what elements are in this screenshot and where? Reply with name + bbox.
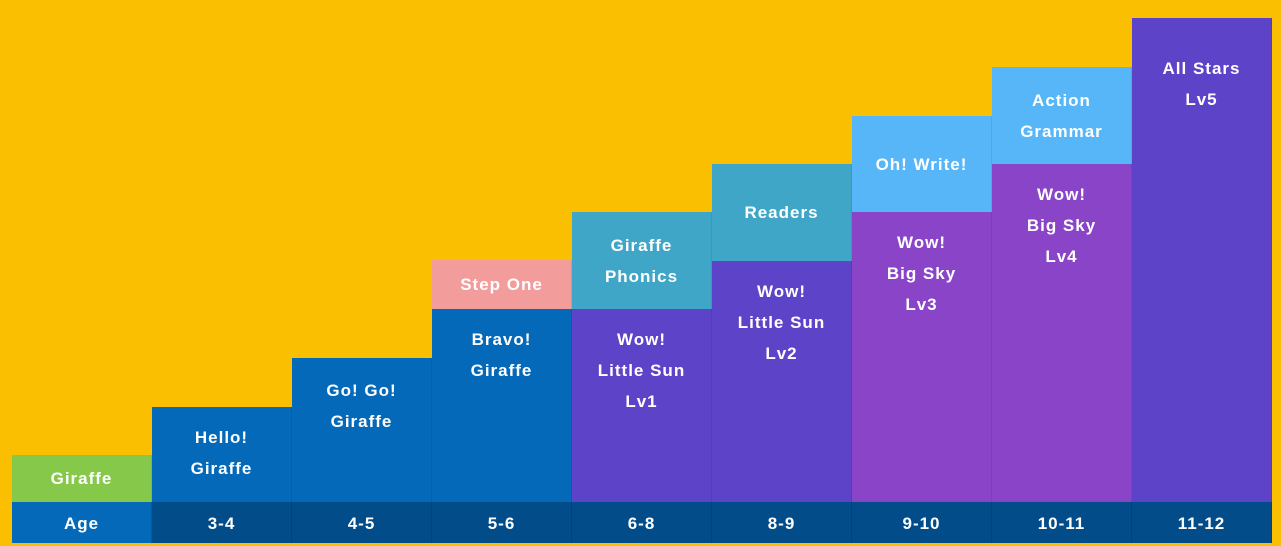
age-header: Age [12, 502, 152, 543]
age-cell: 4-5 [292, 502, 432, 543]
course-action-grammar: Action Grammar [992, 67, 1132, 164]
course-label: Phonics [604, 266, 679, 286]
course-label: Wow! [616, 330, 666, 349]
course-giraffe-phonics: Giraffe Phonics [572, 212, 712, 309]
course-label: Lv3 [905, 295, 938, 314]
course-label: Big Sky [1026, 216, 1097, 235]
course-bravo-giraffe: Bravo! Giraffe [432, 309, 572, 502]
course-label: Giraffe [190, 459, 253, 478]
course-go-go-giraffe: Go! Go! Giraffe [292, 358, 432, 502]
course-wow-little-sun-lv1: Wow! Little Sun Lv1 [572, 309, 712, 502]
age-cell: 9-10 [852, 502, 992, 543]
course-label: Grammar [1020, 121, 1103, 141]
course-label: Lv5 [1185, 90, 1218, 109]
course-wow-little-sun-lv2: Wow! Little Sun Lv2 [712, 261, 852, 502]
course-label: Oh! Write! [875, 154, 968, 174]
course-label: Lv4 [1045, 247, 1078, 266]
course-all-stars-lv5: All Stars Lv5 [1132, 18, 1272, 502]
course-label: Readers [744, 203, 819, 222]
course-label: Little Sun [737, 313, 826, 332]
course-label: Giraffe [50, 469, 113, 488]
course-hello-giraffe: Hello! Giraffe [152, 407, 292, 502]
course-label: Hello! [194, 428, 249, 447]
age-cell: 10-11 [992, 502, 1132, 543]
age-cell: 11-12 [1132, 502, 1272, 543]
course-wow-big-sky-lv3: Wow! Big Sky Lv3 [852, 212, 992, 502]
course-label: Giraffe [470, 361, 533, 380]
course-wow-big-sky-lv4: Wow! Big Sky Lv4 [992, 164, 1132, 502]
course-readers: Readers [712, 164, 852, 261]
course-oh-write: Oh! Write! [852, 116, 992, 212]
age-cell: 6-8 [572, 502, 712, 543]
age-cell: 5-6 [432, 502, 572, 543]
course-label: Giraffe [610, 235, 673, 255]
course-label: Big Sky [886, 264, 957, 283]
course-label: Wow! [756, 282, 806, 301]
course-label: Bravo! [471, 330, 532, 349]
course-label: Wow! [896, 233, 946, 252]
course-label: Wow! [1036, 185, 1086, 204]
course-step-one: Step One [432, 260, 572, 309]
course-label: Giraffe [330, 412, 393, 431]
age-cell: 8-9 [712, 502, 852, 543]
course-label: Lv2 [765, 344, 798, 363]
course-label: Little Sun [597, 361, 686, 380]
course-label: Go! Go! [326, 381, 397, 400]
course-giraffe: Giraffe [12, 455, 152, 502]
age-cell: 3-4 [152, 502, 292, 543]
course-label: All Stars [1162, 59, 1241, 78]
course-label: Step One [460, 275, 543, 294]
course-label: Action [1032, 90, 1091, 110]
course-label: Lv1 [625, 392, 658, 411]
